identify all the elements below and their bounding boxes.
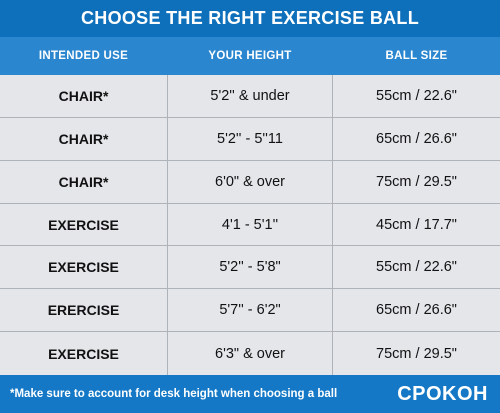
table-row: EXERCISE 4'1 - 5'1'' 45cm / 17.7" xyxy=(0,203,500,247)
ball-size-cell: 75cm / 29.5" xyxy=(376,173,457,190)
intended-use-cell: EXERCISE xyxy=(48,345,119,362)
ball-size-cell: 45cm / 17.7" xyxy=(376,216,457,233)
height-cell: 4'1 - 5'1'' xyxy=(167,203,333,246)
column-header-row: INTENDED USE YOUR HEIGHT BALL SIZE xyxy=(0,37,500,75)
table-row: EXERCISE 6'3" & over 75cm / 29.5" xyxy=(0,332,500,376)
ball-size-cell: 55cm / 22.6" xyxy=(376,87,457,104)
header-intended-use: INTENDED USE xyxy=(38,50,129,62)
table-row: CHAIR* 6'0" & over 75cm / 29.5" xyxy=(0,160,500,204)
header-your-height: YOUR HEIGHT xyxy=(208,50,292,62)
table-row: EXERCISE 5'2'' - 5'8" 55cm / 22.6" xyxy=(0,246,500,290)
intended-use-cell: CHAIR* xyxy=(58,130,109,147)
table-row: ERERCISE 5'7'' - 6'2" 65cm / 26.6" xyxy=(0,289,500,333)
chart-title: CHOOSE THE RIGHT EXERCISE BALL xyxy=(0,0,500,37)
intended-use-cell: ERERCISE xyxy=(47,302,120,319)
intended-use-cell: CHAIR* xyxy=(58,173,109,190)
height-cell: 5'2'' & under xyxy=(167,75,333,117)
ball-size-cell: 65cm / 26.6" xyxy=(376,302,457,319)
ball-size-cell: 55cm / 22.6" xyxy=(376,259,457,276)
intended-use-cell: EXERCISE xyxy=(48,216,119,233)
height-cell: 6'3" & over xyxy=(167,332,333,376)
intended-use-cell: CHAIR* xyxy=(58,87,109,104)
brand-logo: CPOKOH xyxy=(397,382,488,405)
footer-bar: *Make sure to account for desk height wh… xyxy=(0,375,500,413)
size-table-body: CHAIR* 5'2'' & under 55cm / 22.6" CHAIR*… xyxy=(0,75,500,376)
table-row: CHAIR* 5'2'' - 5''11 65cm / 26.6" xyxy=(0,117,500,161)
height-cell: 5'2'' - 5''11 xyxy=(167,117,333,160)
footnote: *Make sure to account for desk height wh… xyxy=(10,388,338,400)
height-cell: 5'2'' - 5'8" xyxy=(167,246,333,289)
ball-size-cell: 65cm / 26.6" xyxy=(376,130,457,147)
table-row: CHAIR* 5'2'' & under 55cm / 22.6" xyxy=(0,75,500,118)
ball-size-cell: 75cm / 29.5" xyxy=(376,345,457,362)
height-cell: 5'7'' - 6'2" xyxy=(167,289,333,332)
header-ball-size: BALL SIZE xyxy=(385,50,448,62)
height-cell: 6'0" & over xyxy=(167,160,333,203)
intended-use-cell: EXERCISE xyxy=(48,259,119,276)
